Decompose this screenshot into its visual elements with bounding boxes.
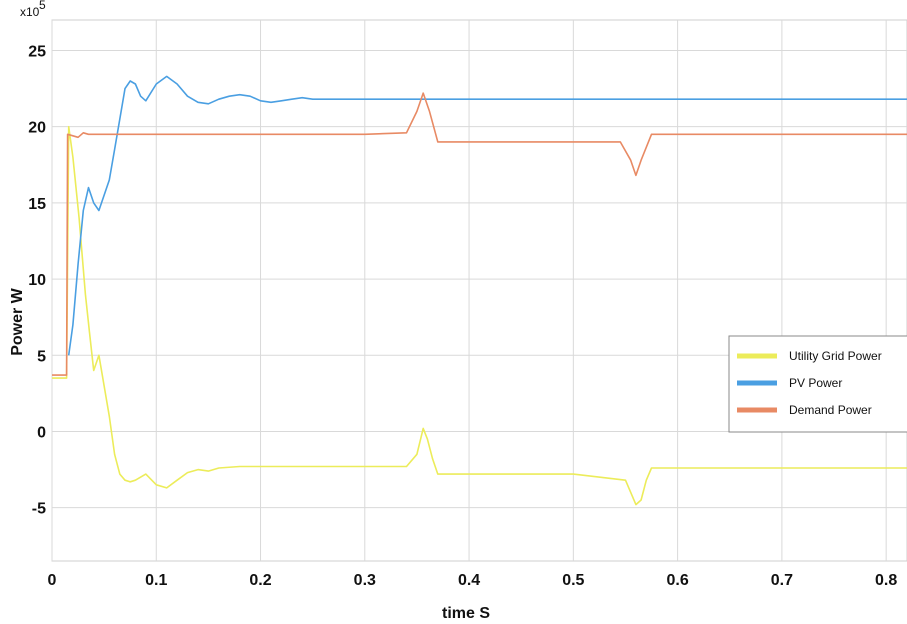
y-tick-label: 15 <box>28 196 46 213</box>
series-line-pv-power <box>67 75 907 356</box>
y-tick-label: -5 <box>32 501 46 518</box>
y-axis-title: Power W <box>9 287 26 355</box>
x-tick-label: 0 <box>48 572 57 589</box>
x-axis-title: time S <box>442 605 490 622</box>
plot-area <box>51 19 907 562</box>
series-line-utility-grid-power <box>52 125 907 506</box>
x-tick-label: 0.6 <box>666 572 688 589</box>
legend: Utility Grid Power PV Power Demand Power <box>728 335 907 433</box>
x-tick-label: 0.4 <box>458 572 480 589</box>
y-tick-label: 25 <box>28 43 46 60</box>
series-lines <box>52 75 907 506</box>
x-tick-label: 0.8 <box>875 572 897 589</box>
x-tick-label: 0.5 <box>562 572 584 589</box>
series-line-demand-power <box>52 92 907 376</box>
y-axis-exponent-power: 5 <box>39 0 46 12</box>
x-tick-label: 0.7 <box>771 572 793 589</box>
x-tick-label: 0.1 <box>145 572 167 589</box>
y-tick-label: 10 <box>28 272 46 289</box>
y-tick-label: 0 <box>37 424 46 441</box>
y-axis-exponent: x10 <box>20 5 40 19</box>
y-tick-label: 20 <box>28 120 46 137</box>
x-tick-label: 0.2 <box>249 572 271 589</box>
legend-label-demand-power: Demand Power <box>789 403 872 417</box>
legend-label-utility-grid-power: Utility Grid Power <box>789 349 882 363</box>
tick-labels: 0 0.1 0.2 0.3 0.4 0.5 0.6 0.7 0.8 25 20 15 10 5 0 -5 <box>28 43 897 589</box>
x-tick-label: 0.3 <box>354 572 376 589</box>
y-tick-label: 5 <box>37 348 46 365</box>
legend-label-pv-power: PV Power <box>789 376 842 390</box>
